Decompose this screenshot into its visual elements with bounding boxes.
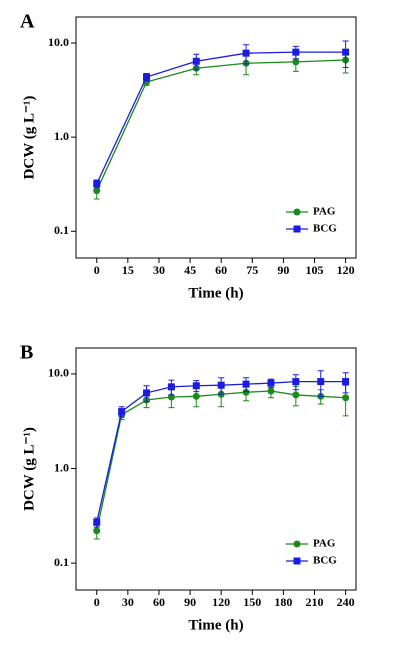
x-tick-label: 60	[153, 595, 165, 609]
x-tick-label: 120	[212, 595, 230, 609]
point	[292, 378, 300, 386]
point	[93, 527, 101, 535]
point	[242, 49, 250, 57]
x-tick-label: 210	[306, 595, 324, 609]
panel-label: B	[20, 342, 33, 364]
x-tick-label: 0	[94, 263, 100, 277]
x-tick-label: 60	[215, 263, 227, 277]
point	[192, 392, 200, 400]
point	[267, 379, 275, 387]
y-tick-label: 10.0	[48, 35, 69, 49]
x-tick-label: 150	[243, 595, 261, 609]
x-tick-label: 45	[184, 263, 196, 277]
point	[242, 388, 250, 396]
point	[292, 58, 300, 66]
legend-marker	[293, 540, 301, 548]
point	[342, 48, 350, 56]
legend-label: BCG	[313, 555, 337, 567]
point	[93, 187, 101, 195]
x-tick-label: 15	[122, 263, 134, 277]
x-axis-label: Time (h)	[188, 285, 243, 301]
point	[93, 518, 101, 526]
y-tick-label: 1.0	[54, 129, 69, 143]
y-tick-label: 1.0	[54, 460, 69, 474]
x-axis-label: Time (h)	[188, 617, 243, 633]
panel-label: A	[20, 11, 35, 33]
x-tick-label: 105	[306, 263, 324, 277]
x-tick-label: 120	[337, 263, 355, 277]
point	[192, 382, 200, 390]
x-tick-label: 90	[184, 595, 196, 609]
y-axis-label: DCW (g L⁻¹)	[21, 96, 37, 180]
y-tick-label: 0.1	[54, 223, 69, 237]
series-line	[96, 390, 346, 531]
legend-label: PAG	[313, 206, 336, 218]
legend-label: PAG	[313, 538, 336, 550]
point	[317, 378, 325, 386]
point	[267, 387, 275, 395]
point	[192, 57, 200, 65]
x-tick-label: 30	[122, 595, 134, 609]
point	[217, 381, 225, 389]
point	[342, 394, 350, 402]
point	[292, 48, 300, 56]
point	[342, 378, 350, 386]
x-tick-label: 75	[246, 263, 258, 277]
x-tick-label: 0	[94, 595, 100, 609]
legend-marker	[293, 208, 301, 216]
y-tick-label: 10.0	[48, 366, 69, 380]
point	[143, 73, 151, 81]
x-tick-label: 30	[153, 263, 165, 277]
point	[143, 389, 151, 397]
legend-label: BCG	[313, 223, 337, 235]
x-tick-label: 180	[274, 595, 292, 609]
legend-marker	[293, 557, 301, 565]
point	[292, 391, 300, 399]
point	[93, 180, 101, 188]
point	[242, 380, 250, 388]
x-tick-label: 240	[337, 595, 355, 609]
legend-marker	[293, 225, 301, 233]
point	[167, 383, 175, 391]
series-line	[96, 51, 346, 184]
point	[118, 408, 126, 416]
y-axis-label: DCW (g L⁻¹)	[21, 427, 37, 511]
y-tick-label: 0.1	[54, 555, 69, 569]
x-tick-label: 90	[277, 263, 289, 277]
series-line	[96, 59, 346, 191]
